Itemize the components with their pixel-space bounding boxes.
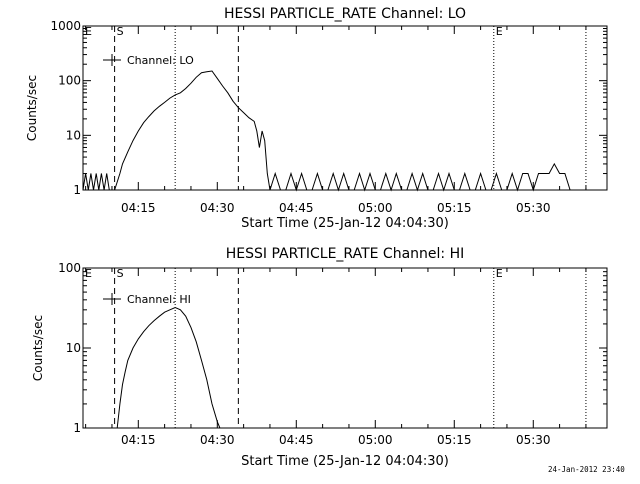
panel-1-x-tick-label: 04:30 [200,201,235,215]
panel-2-y-tick-label: 1 [73,421,81,435]
panel-2-data-series-line [116,307,221,429]
panel-1-plot-frame [82,25,608,191]
panel-1-data-series-line [82,70,586,192]
panel-1-marker-label: S [117,25,124,38]
panel-2-y-axis-label: Counts/sec [31,315,45,381]
panel-1-y-axis-label: Counts/sec [25,75,39,141]
panel-2-x-tick-label: 05:15 [437,433,472,447]
panel-1-y-tick-label: 100 [58,74,81,88]
panel-2-x-axis-label: Start Time (25-Jan-12 04:04:30) [241,454,449,469]
panel-2-x-tick-label: 04:15 [121,433,156,447]
panel-2-marker-label: E [85,267,92,280]
panel-1-y-tick-label: 1 [73,183,81,197]
panel-2-x-tick-label: 04:30 [200,433,235,447]
panel-1-x-tick-label: 04:45 [279,201,314,215]
panel-1-x-axis-label: Start Time (25-Jan-12 04:04:30) [241,216,449,231]
panel-2-chart-title: HESSI PARTICLE_RATE Channel: HI [226,246,464,262]
footer-timestamp: 24-Jan-2012 23:40 [548,465,625,474]
panel-1-chart-title: HESSI PARTICLE_RATE Channel: LO [224,6,466,22]
panel-2-legend-label: Channel: HI [127,293,191,306]
panel-1-x-tick-label: 05:15 [437,201,472,215]
panel-1-x-tick-label: 05:00 [358,201,393,215]
panel-1-y-tick-label: 1000 [50,19,81,33]
panel-2-marker-label: E [496,267,503,280]
panel-1-x-tick-label: 05:30 [516,201,551,215]
panel-1-marker-label: E [85,25,92,38]
panel-2-x-tick-label: 05:30 [516,433,551,447]
panel-1-legend-label: Channel: LO [127,54,194,67]
panel-2-marker-label: S [117,267,124,280]
panel-2-x-tick-label: 05:00 [358,433,393,447]
panel-2-y-tick-label: 10 [66,341,81,355]
panel-1-y-tick-label: 10 [66,128,81,142]
panel-1-x-tick-label: 04:15 [121,201,156,215]
panel-2-x-tick-label: 04:45 [279,433,314,447]
panel-2-y-tick-label: 100 [58,261,81,275]
panel-1-marker-label: E [496,25,503,38]
